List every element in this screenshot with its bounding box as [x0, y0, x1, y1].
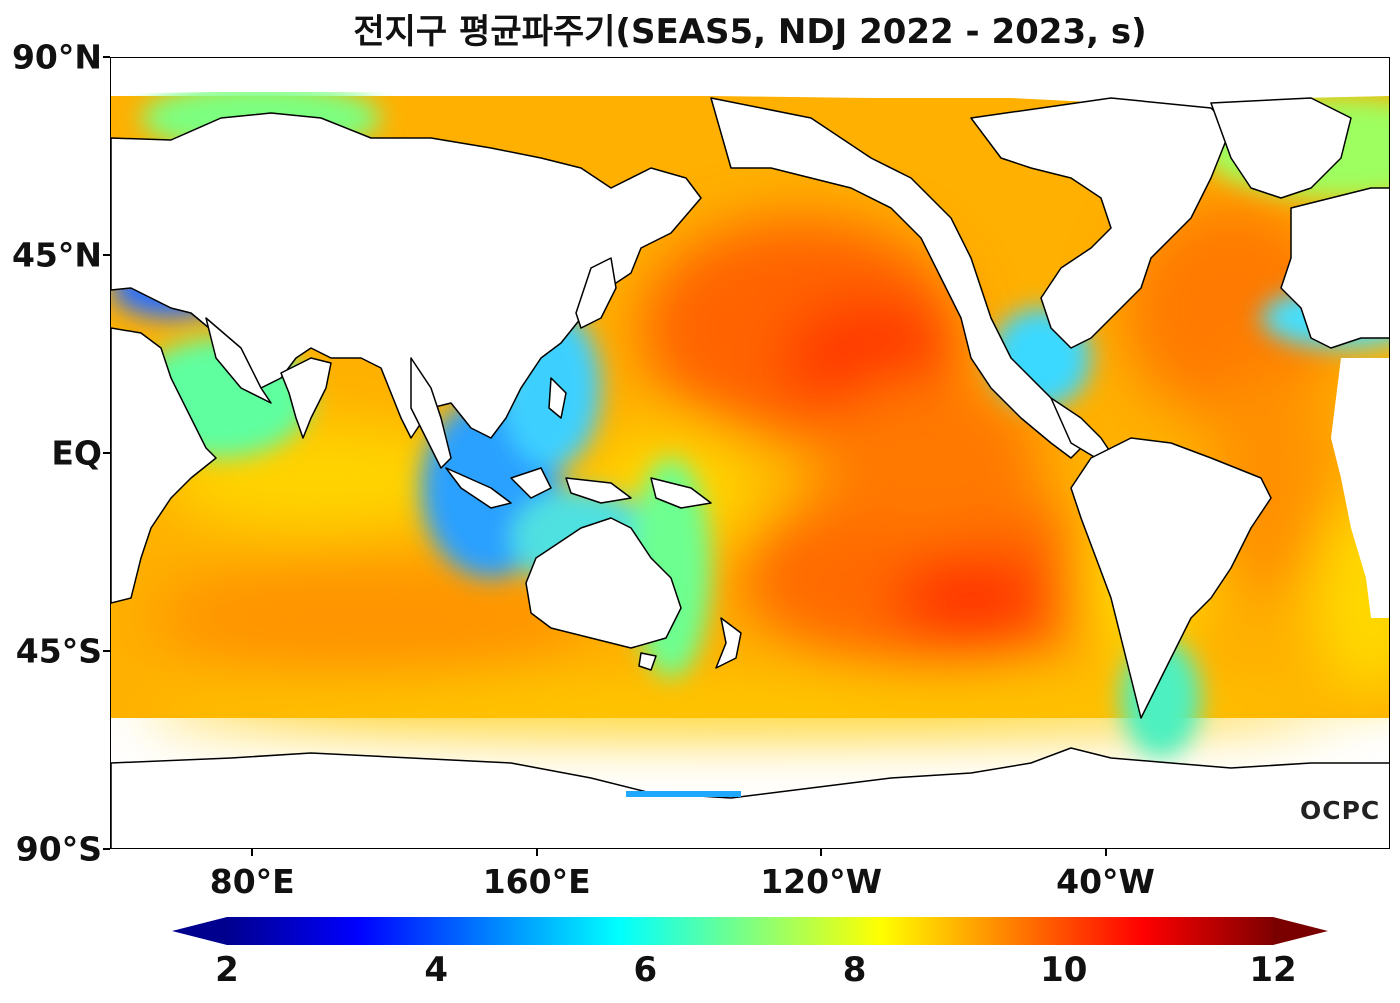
- lat-tick-label: 45°N: [11, 235, 102, 275]
- lat-tick-mark: [103, 452, 110, 454]
- lon-tick-mark: [535, 849, 538, 856]
- colorbar-extend-max: [1273, 917, 1328, 945]
- map-canvas: [111, 58, 1389, 848]
- lat-tick-label: 90°S: [15, 829, 102, 869]
- lat-tick-label: 45°S: [15, 631, 102, 671]
- lon-tick-mark: [820, 849, 823, 856]
- lat-tick-mark: [103, 254, 110, 256]
- colorbar-tick-label: 4: [424, 950, 449, 990]
- colorbar-tick-label: 10: [1040, 950, 1088, 990]
- map-title: 전지구 평균파주기(SEAS5, NDJ 2022 - 2023, s): [353, 12, 1147, 52]
- colorbar-tick-label: 2: [215, 950, 239, 990]
- ocpc-logo: OCPC: [1300, 796, 1381, 825]
- wave-period-map: [110, 57, 1390, 849]
- lat-tick-mark: [103, 56, 110, 58]
- lon-tick-label: 40°W: [1056, 862, 1155, 901]
- lon-tick-mark: [1104, 849, 1107, 856]
- colorbar-gradient: [227, 917, 1273, 945]
- colorbar-tick-label: 12: [1249, 950, 1297, 990]
- lon-tick-label: 80°E: [209, 862, 295, 901]
- colorbar-tick-label: 8: [842, 950, 867, 990]
- lat-tick-label: EQ: [51, 433, 102, 473]
- lon-tick-label: 160°E: [482, 862, 591, 901]
- lat-tick-label: 90°N: [11, 37, 102, 77]
- colorbar-extend-min: [172, 917, 227, 945]
- colorbar: [172, 917, 1328, 945]
- lon-tick-mark: [251, 849, 254, 856]
- land: [111, 58, 1389, 848]
- lon-tick-label: 120°W: [760, 862, 883, 901]
- ross-sea-patch: [626, 791, 741, 797]
- lat-tick-mark: [103, 848, 110, 850]
- lat-tick-mark: [103, 650, 110, 652]
- colorbar-tick-label: 6: [633, 950, 658, 990]
